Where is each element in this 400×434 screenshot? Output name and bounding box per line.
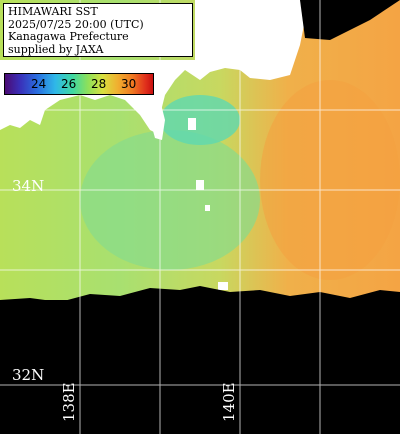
no-data-corner xyxy=(300,0,400,40)
info-timestamp: 2025/07/25 20:00 (UTC) xyxy=(8,17,144,31)
land-boso xyxy=(230,30,255,60)
info-title: HIMAWARI SST xyxy=(8,5,98,18)
land-island-4 xyxy=(218,282,228,290)
colorbar-tick-26: 26 xyxy=(61,77,77,91)
lon-label-138e: 138E xyxy=(60,382,78,422)
lat-label-34n: 34N xyxy=(12,177,45,195)
land-honshu xyxy=(0,0,310,135)
lon-label-140e: 140E xyxy=(220,382,238,422)
warm-water-patch xyxy=(260,80,400,280)
no-data-region xyxy=(0,286,400,434)
land-island-2 xyxy=(196,180,204,190)
cool-water-patch xyxy=(80,130,260,270)
cool-water-patch-bay xyxy=(160,95,240,145)
colorbar-tick-28: 28 xyxy=(91,77,107,91)
info-region: Kanagawa Prefecture xyxy=(8,30,129,43)
lat-label-32n: 32N xyxy=(12,366,45,384)
colorbar-tick-30: 30 xyxy=(121,77,137,91)
colorbar: 24 26 28 30 xyxy=(4,73,154,95)
info-box: HIMAWARI SST 2025/07/25 20:00 (UTC) Kana… xyxy=(3,3,193,57)
land-island-3 xyxy=(205,205,210,211)
info-source: supplied by JAXA xyxy=(8,42,104,56)
colorbar-tick-24: 24 xyxy=(31,77,47,91)
land-island-1 xyxy=(188,118,196,130)
